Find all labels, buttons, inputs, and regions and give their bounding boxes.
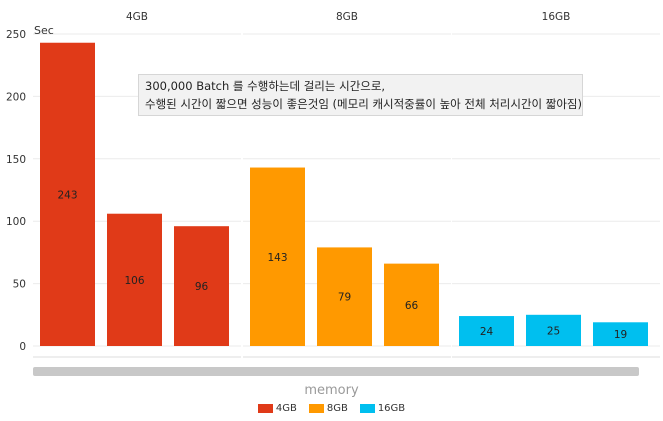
panel-title: 16GB <box>542 11 571 23</box>
bar <box>107 213 162 346</box>
legend-item-8gb[interactable]: 8GB <box>308 403 348 414</box>
bar-data-label: 106 <box>124 275 144 287</box>
bar-data-label: 143 <box>267 252 287 264</box>
y-tick-label: 100 <box>6 216 26 228</box>
legend: 4GB 8GB 16GB <box>0 403 663 414</box>
bar <box>317 247 372 346</box>
bars: 243 106 96 143 79 66 24 25 19 <box>40 42 648 347</box>
bar <box>174 226 229 346</box>
bar-data-label: 24 <box>480 326 494 338</box>
horizontal-scrollbar[interactable] <box>33 367 639 376</box>
annotation-line-1: 300,000 Batch 를 수행하는데 걸리는 시간으로, <box>145 79 386 93</box>
bar-data-label: 25 <box>547 325 560 337</box>
bar <box>384 263 439 346</box>
panel-title: 4GB <box>126 11 148 23</box>
annotation-box: 300,000 Batch 를 수행하는데 걸리는 시간으로, 수행된 시간이 … <box>138 74 583 116</box>
y-axis-unit-label: Sec <box>34 24 54 37</box>
y-tick-label: 0 <box>19 341 26 353</box>
bar <box>40 42 95 347</box>
legend-item-16gb[interactable]: 16GB <box>359 403 406 414</box>
bar <box>526 314 581 346</box>
bar <box>250 167 305 346</box>
legend-swatch <box>359 404 375 413</box>
y-tick-label: 200 <box>6 91 26 103</box>
panel-title: 8GB <box>336 11 358 23</box>
bar-data-label: 19 <box>614 329 627 341</box>
y-axis-ticks: 0 50 100 150 200 250 <box>6 29 26 353</box>
legend-label: 4GB <box>275 403 297 414</box>
bar <box>459 316 514 346</box>
bar-chart: 0 50 100 150 200 250 4GB 8GB 16GB 243 106 96 143 79… <box>6 11 660 358</box>
bar-data-label: 243 <box>57 189 77 201</box>
panels: 4GB 8GB 16GB <box>33 11 660 358</box>
legend-item-4gb[interactable]: 4GB <box>257 403 297 414</box>
x-axis-title: memory <box>304 383 359 398</box>
legend-label: 16GB <box>377 403 406 414</box>
bar-data-label: 96 <box>195 281 209 293</box>
bar-data-label: 66 <box>405 300 419 312</box>
y-tick-label: 50 <box>13 279 26 291</box>
y-tick-label: 250 <box>6 29 26 41</box>
legend-label: 8GB <box>326 403 348 414</box>
bar-data-label: 79 <box>338 292 351 304</box>
legend-swatch <box>308 404 324 413</box>
legend-swatch <box>257 404 273 413</box>
y-tick-label: 150 <box>6 154 26 166</box>
annotation-line-2: 수행된 시간이 짧으면 성능이 좋은것임 (메모리 캐시적중률이 높아 전체 처… <box>145 97 582 111</box>
bar <box>593 322 648 346</box>
